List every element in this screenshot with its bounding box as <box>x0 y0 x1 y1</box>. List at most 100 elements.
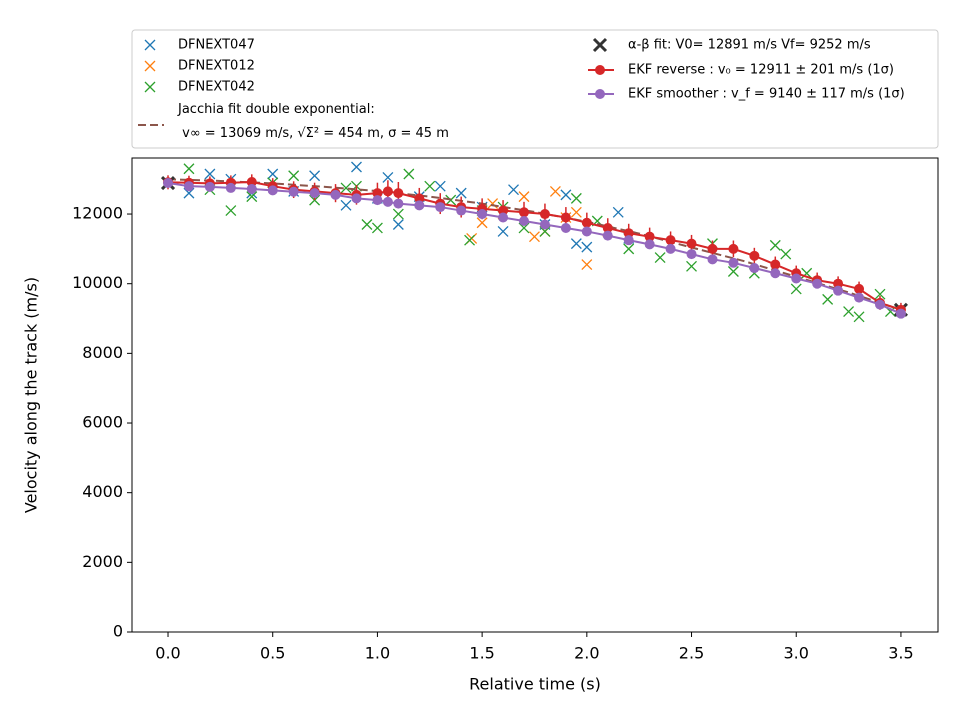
marker-x <box>382 172 394 183</box>
legend-box <box>131 29 939 149</box>
marker-x <box>267 168 279 180</box>
x-tick-label: 2.0 <box>574 644 599 663</box>
x-tick-label: 0.5 <box>260 644 285 663</box>
y-tick-label: 6000 <box>82 413 123 432</box>
marker-dot <box>623 235 634 246</box>
marker-x <box>351 161 362 173</box>
marker-x <box>144 39 156 51</box>
marker-x <box>464 234 476 246</box>
x-tick-label: 1.0 <box>365 644 390 663</box>
marker-dot <box>770 268 781 279</box>
x-tick-label: 1.5 <box>469 644 494 663</box>
marker-cross <box>592 37 608 53</box>
marker-dot <box>382 186 393 197</box>
marker-x <box>288 170 300 182</box>
marker-dot <box>644 231 655 242</box>
marker-dot <box>623 228 634 239</box>
marker-x <box>822 293 834 305</box>
marker-dot <box>749 250 760 261</box>
y-tick-label: 0 <box>113 622 123 641</box>
marker-x <box>204 168 216 180</box>
legend-label: α-β fit: V0= 12891 m/s Vf= 9252 m/s <box>628 38 871 53</box>
marker-x <box>371 222 383 234</box>
marker-dot <box>435 202 446 213</box>
x-tick-label: 3.0 <box>784 644 809 663</box>
marker-dot <box>749 263 760 274</box>
marker-x <box>455 187 467 199</box>
marker-dot <box>560 212 571 223</box>
marker-x <box>340 182 352 194</box>
marker-dot <box>644 239 655 250</box>
legend-label-line: v∞ = 13069 m/s, √Σ² = 454 m, σ = 45 m <box>178 126 449 141</box>
legend-label: DFNEXT042 <box>178 80 255 95</box>
marker-dot <box>791 273 802 284</box>
marker-dot <box>246 183 257 194</box>
marker-x <box>790 283 802 295</box>
marker-x <box>560 189 572 201</box>
legend-label: EKF reverse : v₀ = 12911 ± 201 m/s (1σ) <box>628 63 894 78</box>
marker-dot <box>498 205 509 216</box>
y-tick-label: 8000 <box>82 343 123 362</box>
plot-frame <box>131 157 939 633</box>
marker-dot <box>770 259 781 270</box>
marker-dot <box>539 209 550 220</box>
marker-dot <box>686 249 697 260</box>
marker-dot <box>874 299 885 310</box>
marker-dot <box>560 222 571 233</box>
marker-x <box>727 266 739 277</box>
marker-dot <box>581 226 592 237</box>
marker-dot <box>288 186 299 197</box>
marker-dot <box>519 216 530 227</box>
marker-dot <box>372 195 383 206</box>
marker-x <box>549 185 561 197</box>
marker-x <box>246 191 258 203</box>
plot-area <box>160 161 908 323</box>
marker-dot <box>602 230 613 241</box>
marker-x <box>361 219 373 230</box>
marker-x <box>309 170 321 182</box>
marker-x <box>340 199 352 211</box>
marker-x <box>654 252 666 264</box>
marker-x <box>487 198 499 210</box>
marker-x <box>612 206 624 218</box>
marker-dot <box>330 189 341 200</box>
marker-dot <box>707 254 718 265</box>
marker-dot <box>854 292 865 303</box>
marker-dot <box>456 205 467 216</box>
marker-x <box>225 205 237 217</box>
marker-x <box>508 184 519 196</box>
marker-dot <box>414 193 425 204</box>
marker-dot <box>833 285 844 296</box>
marker-x <box>392 208 404 220</box>
marker-dot <box>382 196 393 207</box>
marker-x <box>403 168 415 180</box>
marker-dot <box>372 188 383 199</box>
marker-x <box>874 288 886 300</box>
marker-x <box>853 311 865 323</box>
marker-x <box>183 163 195 175</box>
marker-x <box>843 306 855 318</box>
legend-label: DFNEXT012 <box>178 59 255 74</box>
marker-dot <box>595 65 605 75</box>
marker-x <box>529 231 540 243</box>
marker-x <box>581 259 593 271</box>
marker-dot <box>246 176 257 187</box>
marker-dot <box>225 182 236 193</box>
x-axis-label: Relative time (s) <box>469 675 601 694</box>
marker-dot <box>686 238 697 249</box>
y-axis-label: Velocity along the track (m/s) <box>22 277 41 513</box>
marker-dot <box>204 181 215 192</box>
marker-x <box>570 192 582 204</box>
marker-x <box>780 248 792 260</box>
marker-dot <box>895 308 906 319</box>
marker-dot <box>183 181 194 192</box>
marker-x <box>686 260 697 272</box>
marker-dot <box>812 278 823 289</box>
marker-dot <box>854 283 865 294</box>
marker-dot <box>707 243 718 254</box>
marker-dot <box>393 188 404 199</box>
marker-x <box>581 241 593 253</box>
marker-dot <box>728 243 739 254</box>
marker-x <box>769 239 781 251</box>
